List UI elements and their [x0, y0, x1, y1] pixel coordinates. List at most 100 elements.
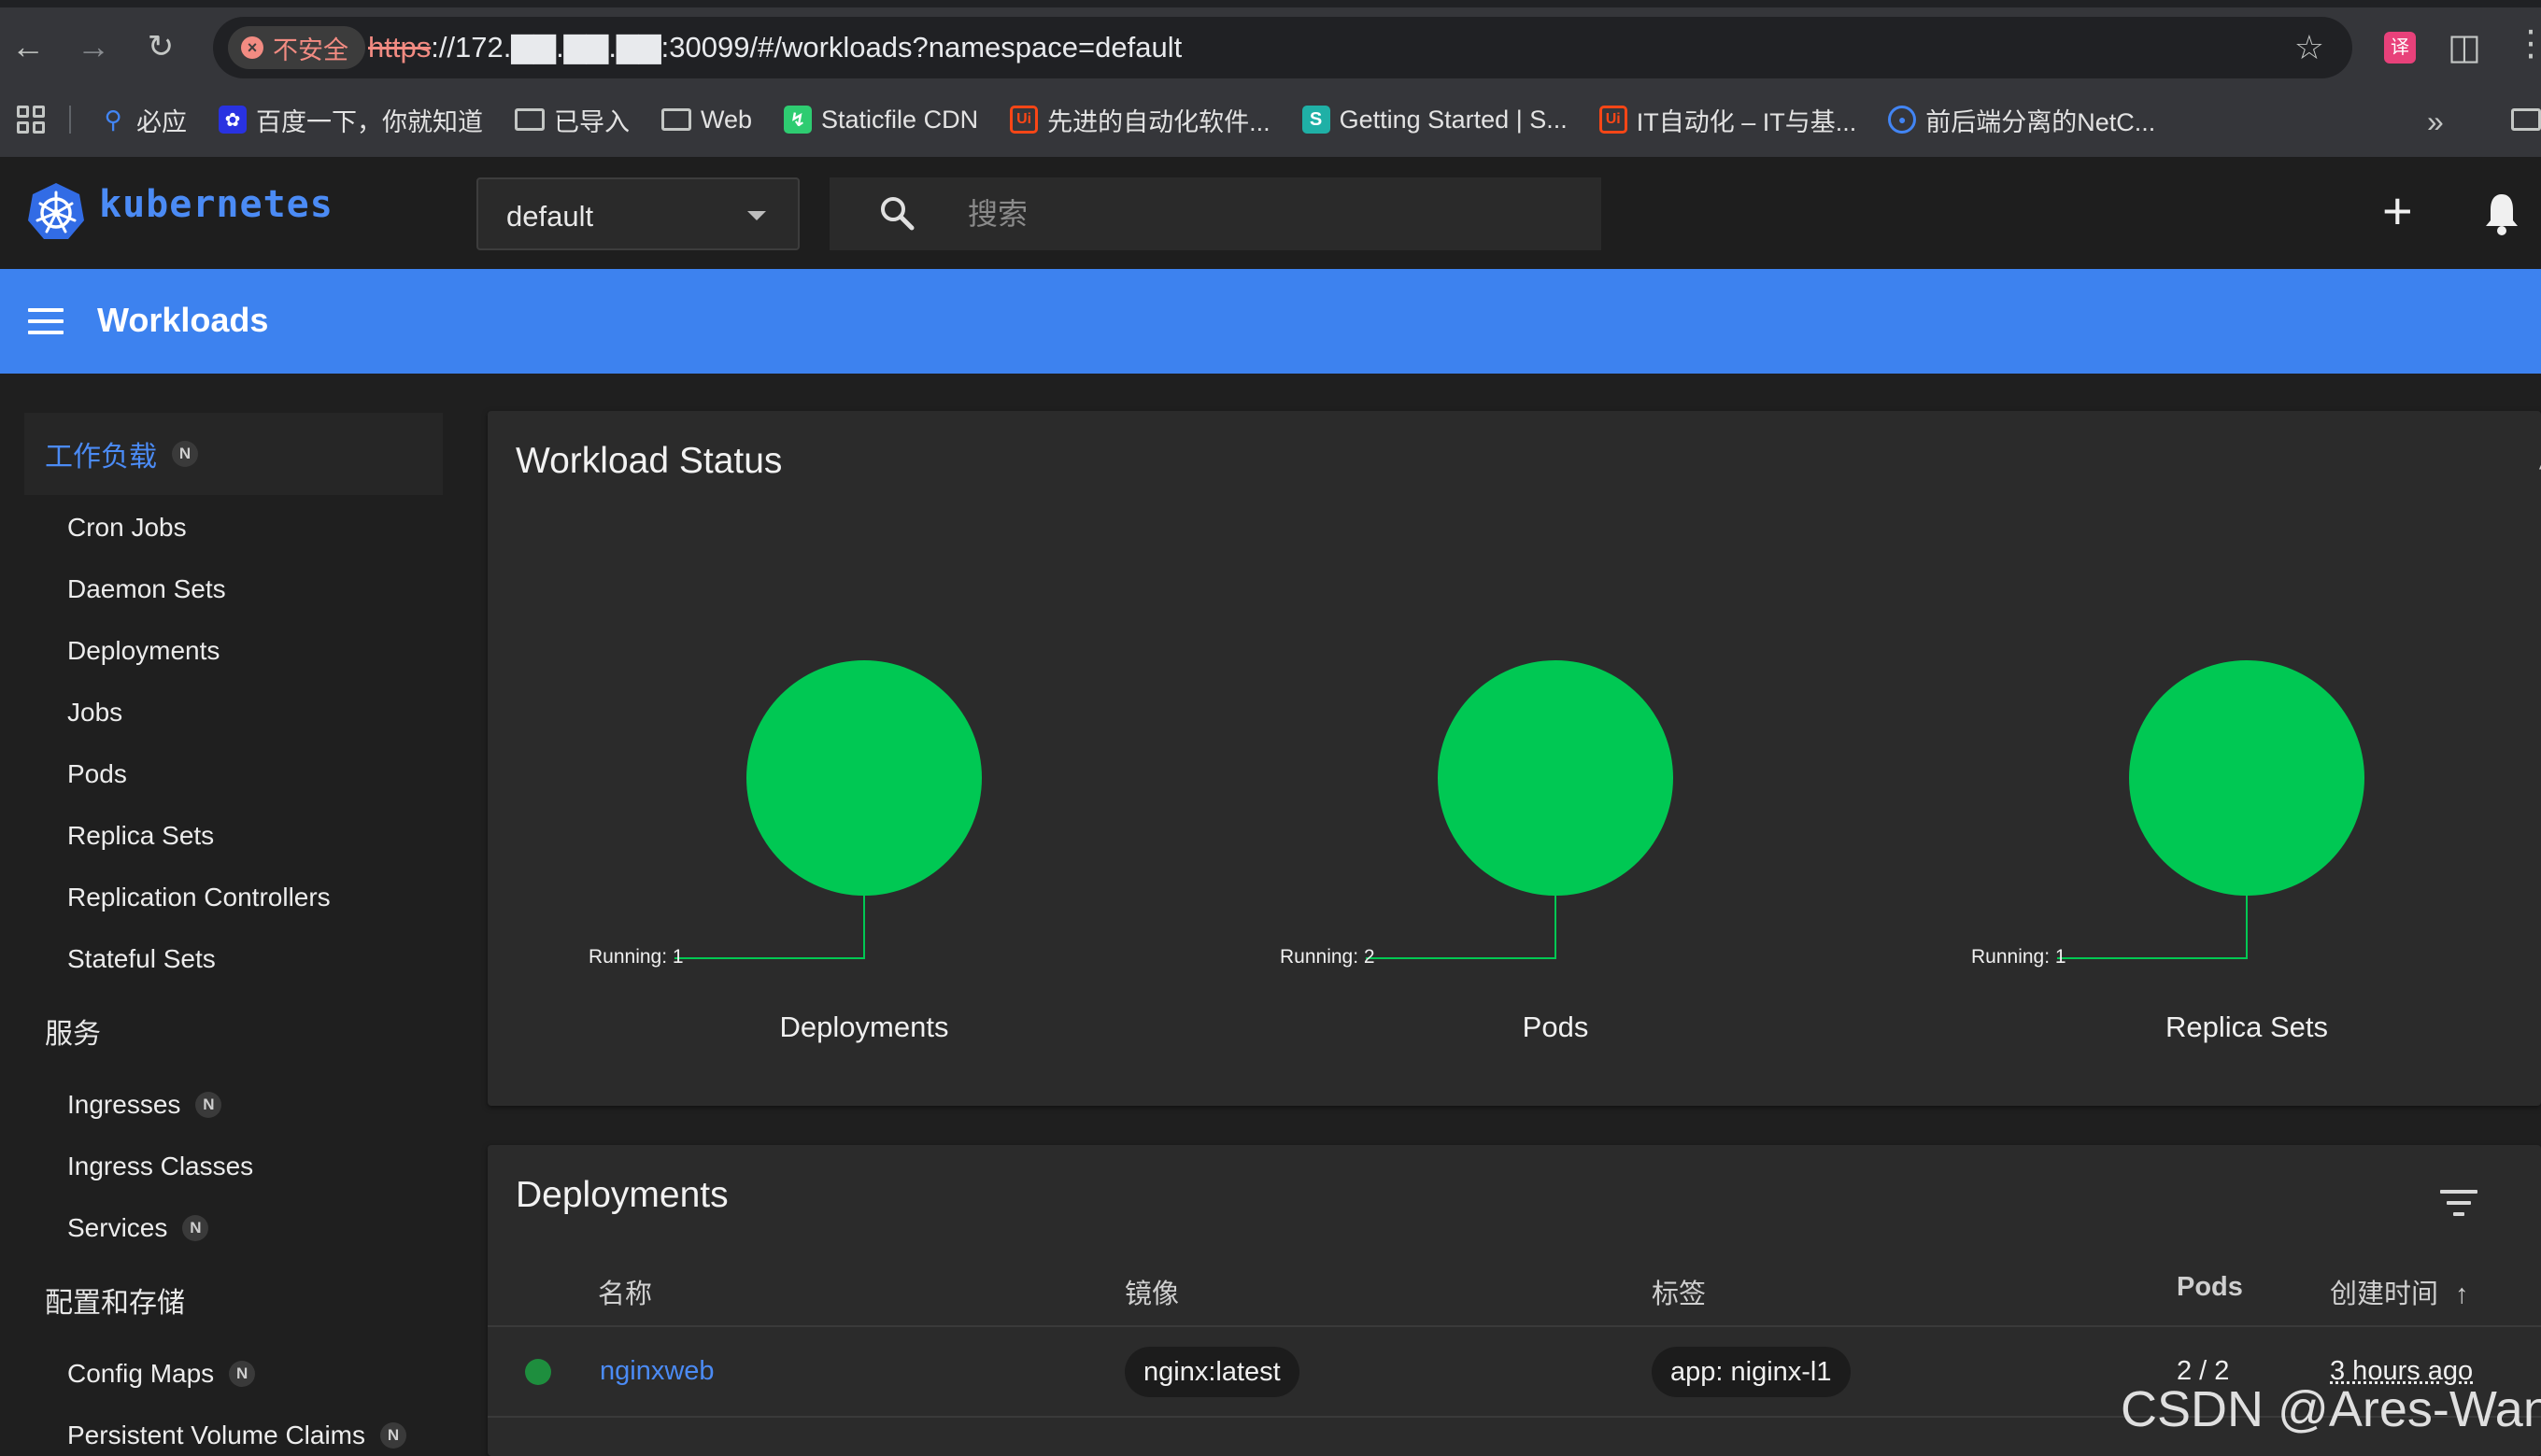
bookmark-label: IT自动化 – IT与基...: [1636, 107, 1857, 136]
sidebar-item-pods[interactable]: Pods: [67, 759, 127, 788]
namespaced-badge: N: [229, 1361, 256, 1387]
sidebar-item-ingress-classes[interactable]: Ingress Classes: [67, 1143, 253, 1190]
bookmark-item[interactable]: Ui IT自动化 – IT与基...: [1598, 102, 1857, 138]
sidebar-item-jobs[interactable]: Jobs: [67, 698, 123, 727]
create-resource-button[interactable]: +: [2382, 181, 2413, 240]
sidebar-group-label: 服务: [45, 1019, 101, 1050]
deployments-card: Deployments 名称 镜像 标签 Pods 创建时间 ↑ nginxwe…: [488, 1145, 2541, 1456]
back-icon[interactable]: ←: [11, 27, 45, 65]
deployment-name-link[interactable]: nginxweb: [600, 1356, 715, 1386]
sidebar-group-label: 工作负载: [45, 442, 157, 473]
namespaced-badge: N: [195, 1092, 222, 1118]
replica-sets-chart-label[interactable]: Replica Sets: [2165, 1011, 2329, 1043]
sidebar-item-services[interactable]: Services N: [67, 1205, 209, 1251]
search-icon: ⚲: [104, 105, 122, 134]
page-title: Workloads: [97, 301, 269, 339]
sort-ascending-icon[interactable]: ↑: [2455, 1279, 2469, 1309]
all-bookmarks-folder-icon[interactable]: [2511, 108, 2541, 131]
bookmark-item[interactable]: ↯ Staticfile CDN: [784, 106, 978, 134]
address-bar[interactable]: × 不安全 https://172.▇▇.▇▇.▇▇:30099/#/workl…: [213, 17, 2352, 78]
sidebar-item-cron-jobs[interactable]: Cron Jobs: [67, 513, 187, 542]
filter-icon[interactable]: [2440, 1190, 2477, 1218]
tab-strip: [0, 0, 2541, 7]
pods-running-slice: [1438, 660, 1673, 896]
url-text[interactable]: https://172.▇▇.▇▇.▇▇:30099/#/workloads?n…: [368, 17, 1182, 78]
baidu-icon: ✿: [219, 106, 247, 134]
bookmark-folder[interactable]: 已导入: [515, 102, 630, 138]
bookmark-label: 百度一下，你就知道: [256, 107, 483, 136]
column-header-label: 创建时间: [2330, 1279, 2439, 1309]
bookmarks-divider: [69, 106, 71, 134]
apps-grid-icon[interactable]: [17, 106, 45, 134]
namespace-select[interactable]: default: [476, 177, 800, 250]
bookmark-label: Staticfile CDN: [821, 105, 979, 134]
sidebar-item-stateful-sets[interactable]: Stateful Sets: [67, 944, 216, 973]
replica-sets-leader-line: [2057, 896, 2248, 959]
url-rest: ://172.▇▇.▇▇.▇▇:30099/#/workloads?namesp…: [431, 31, 1183, 64]
sidebar-item-daemon-sets[interactable]: Daemon Sets: [67, 574, 226, 603]
bookmark-item[interactable]: ⚲ 必应: [99, 102, 187, 138]
sidebar-item-config-maps[interactable]: Config Maps N: [67, 1350, 256, 1397]
folder-icon: [515, 108, 545, 131]
translate-extension-icon[interactable]: 译: [2384, 32, 2416, 64]
bookmark-star-icon[interactable]: ☆: [2293, 28, 2324, 66]
bookmark-label: 先进的自动化软件...: [1047, 107, 1270, 136]
app-toolbar: kubernetes default +: [0, 157, 2541, 269]
sidebar-item-ingresses[interactable]: Ingresses N: [67, 1081, 222, 1128]
folder-icon: [661, 108, 691, 131]
deployments-running-label: Running: 1: [589, 946, 684, 968]
pods-chart-label[interactable]: Pods: [1522, 1011, 1589, 1043]
namespaced-badge: N: [380, 1422, 407, 1449]
bookmark-item[interactable]: S Getting Started | S...: [1301, 105, 1568, 134]
bookmark-item[interactable]: Ui 先进的自动化软件...: [1010, 102, 1270, 138]
pods-leader-line: [1366, 896, 1556, 959]
namespace-value: default: [506, 200, 594, 233]
pods-running-label: Running: 2: [1280, 946, 1375, 968]
bookmark-label: Getting Started | S...: [1339, 105, 1568, 134]
sidebar-item-replica-sets[interactable]: Replica Sets: [67, 821, 215, 850]
bookmark-item[interactable]: ✿ 百度一下，你就知道: [219, 102, 483, 138]
sidebar-group-workloads[interactable]: 工作负载 N: [24, 413, 443, 495]
collapse-icon[interactable]: ˄: [2537, 448, 2541, 480]
card-title: Workload Status: [516, 441, 783, 481]
security-label: 不安全: [273, 35, 348, 64]
sidebar-item-replication-controllers[interactable]: Replication Controllers: [67, 883, 331, 912]
kubernetes-logo-icon[interactable]: [26, 181, 86, 241]
sidebar-item-label: Ingresses: [67, 1090, 181, 1119]
not-secure-icon: ×: [241, 36, 263, 59]
sidebar-item-persistent-volume-claims[interactable]: Persistent Volume Claims N: [67, 1412, 407, 1456]
sidebar-group-config-storage[interactable]: 配置和存储: [24, 1259, 443, 1341]
browser-chrome: ← → ↻ × 不安全 https://172.▇▇.▇▇.▇▇:30099/#…: [0, 0, 2541, 157]
s-icon: S: [1301, 106, 1330, 134]
search-input[interactable]: [968, 177, 1566, 250]
menu-toggle-icon[interactable]: [28, 308, 64, 334]
notifications-bell-icon[interactable]: [2483, 191, 2520, 235]
sidebar-item-deployments[interactable]: Deployments: [67, 636, 220, 665]
bookmark-item[interactable]: ● 前后端分离的NetC...: [1888, 102, 2155, 138]
bookmark-folder[interactable]: Web: [661, 106, 752, 134]
reload-icon[interactable]: ↻: [147, 29, 175, 64]
search-bar[interactable]: [830, 177, 1601, 250]
sidebar-item-label: Persistent Volume Claims: [67, 1421, 366, 1449]
security-chip[interactable]: × 不安全: [228, 26, 365, 69]
more-bookmarks-icon[interactable]: »: [2427, 105, 2444, 138]
deployments-chart-label[interactable]: Deployments: [779, 1011, 949, 1043]
sidebar-item-label: Ingress Classes: [67, 1152, 254, 1180]
extensions-icon[interactable]: ◫: [2448, 28, 2481, 67]
bookmarks-bar: ⚲ 必应 ✿ 百度一下，你就知道 已导入 Web ↯ Staticfile CD…: [0, 90, 2541, 149]
bookmark-label: Web: [701, 105, 753, 134]
bookmark-label: 已导入: [554, 107, 630, 136]
created-time[interactable]: 3 hours ago: [2330, 1356, 2474, 1386]
page-title-bar: Workloads: [0, 269, 2541, 374]
brand-name[interactable]: kubernetes: [99, 183, 334, 226]
workload-status-card: Workload Status ˄ Running: 1 Running: 2 …: [488, 411, 2541, 1106]
column-header-created[interactable]: 创建时间 ↑: [2330, 1272, 2469, 1311]
uipath-icon: Ui: [1598, 106, 1627, 134]
column-header-labels: 标签: [1652, 1279, 1707, 1309]
column-header-image: 镜像: [1125, 1279, 1180, 1309]
status-running-icon: [525, 1359, 551, 1385]
column-header-name[interactable]: 名称: [598, 1279, 653, 1309]
sidebar-group-services[interactable]: 服务: [24, 990, 443, 1072]
browser-menu-icon[interactable]: ⋮: [2513, 24, 2541, 64]
forward-icon[interactable]: →: [77, 27, 110, 65]
